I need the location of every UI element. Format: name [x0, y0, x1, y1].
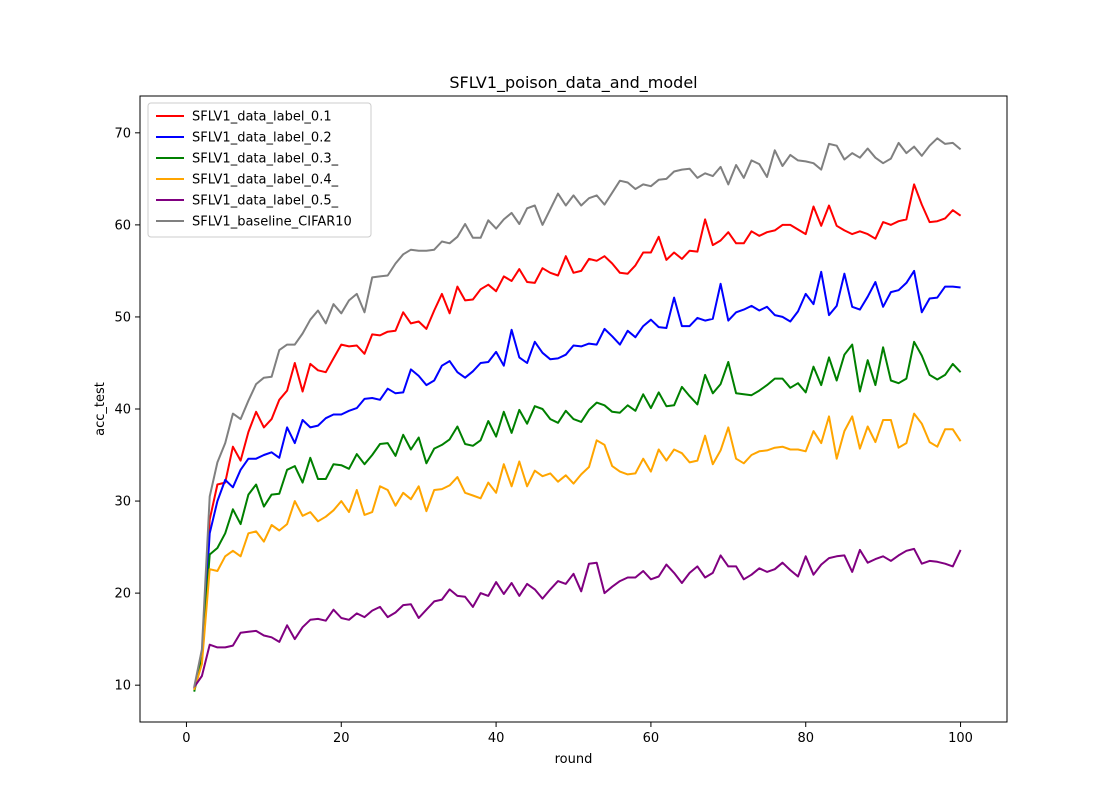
x-tick-label: 60: [643, 731, 660, 746]
x-tick-label: 40: [488, 731, 505, 746]
series-line-4: [193, 412, 962, 691]
legend-label: SFLV1_data_label_0.1: [192, 110, 332, 125]
series-line-5: [193, 547, 962, 688]
series-line-1: [193, 183, 962, 689]
legend-label: SFLV1_data_label_0.5_: [192, 194, 339, 209]
x-axis: 0 20 40 60 80 100: [182, 722, 973, 746]
plot-area: [193, 137, 962, 692]
y-tick-label: 30: [114, 495, 131, 510]
series-line-3: [193, 340, 962, 692]
legend-label: SFLV1_data_label_0.4_: [192, 173, 339, 188]
x-tick-label: 20: [333, 731, 350, 746]
y-tick-label: 70: [114, 126, 131, 141]
y-tick-label: 60: [114, 218, 131, 233]
series-line-2: [193, 269, 961, 690]
y-axis: 10 20 30 40 50 60 70: [114, 126, 140, 694]
x-tick-label: 0: [182, 731, 190, 746]
y-axis-label: acc_test: [93, 382, 108, 436]
legend-label: SFLV1_data_label_0.3_: [192, 152, 339, 167]
x-tick-label: 80: [797, 731, 814, 746]
series-line-6: [193, 137, 962, 688]
x-axis-label: round: [555, 752, 593, 767]
legend-label: SFLV1_baseline_CIFAR10: [192, 215, 352, 230]
y-tick-label: 20: [114, 587, 131, 602]
x-tick-label: 100: [948, 731, 973, 746]
y-tick-label: 50: [114, 310, 131, 325]
y-tick-label: 40: [114, 403, 131, 418]
legend-label: SFLV1_data_label_0.2: [192, 131, 332, 146]
legend: SFLV1_data_label_0.1 SFLV1_data_label_0.2…: [147, 102, 372, 238]
legend-box: [147, 102, 372, 238]
y-tick-label: 10: [114, 679, 131, 694]
chart-title: SFLV1_poison_data_and_model: [449, 73, 697, 93]
